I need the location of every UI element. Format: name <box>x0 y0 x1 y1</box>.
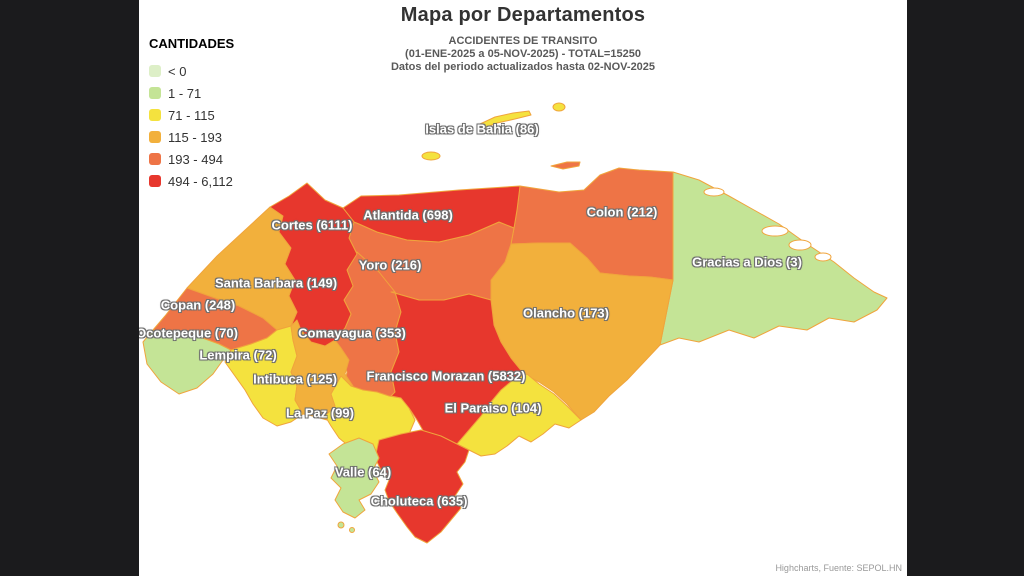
legend-label: 71 - 115 <box>168 107 215 123</box>
region-cortes[interactable] <box>269 182 358 347</box>
legend-item-5[interactable]: 494 - 6,112 <box>149 170 234 192</box>
legend-swatch <box>149 109 161 121</box>
legend-label: < 0 <box>168 63 187 79</box>
legend-item-4[interactable]: 193 - 494 <box>149 148 234 170</box>
lagoon <box>761 225 789 237</box>
region-label-intibuca: Intibuca (125) <box>253 371 337 387</box>
subtitle-line-3: Datos del periodo actualizados hasta 02-… <box>390 61 656 73</box>
region-atlantida[interactable] <box>342 185 521 243</box>
subtitle-line-1: ACCIDENTES DE TRANSITO <box>448 35 598 47</box>
region-label-valle: Valle (64) <box>334 464 392 480</box>
region-colon-cayos[interactable] <box>550 161 581 170</box>
legend-item-1[interactable]: 1 - 71 <box>149 82 234 104</box>
region-label-choluteca: Choluteca (635) <box>370 493 468 509</box>
lagoon <box>814 252 832 262</box>
chart-panel: Mapa por Departamentos ACCIDENTES DE TRA… <box>139 0 907 576</box>
legend-item-3[interactable]: 115 - 193 <box>149 126 234 148</box>
region-valle-island[interactable] <box>337 521 345 529</box>
region-valle[interactable] <box>328 437 380 519</box>
region-label-santa-barbara: Santa Barbara (149) <box>214 275 338 291</box>
region-label-lempira: Lempira (72) <box>199 347 277 363</box>
region-islas-de-bahia-utila[interactable] <box>421 151 441 161</box>
region-label-comayagua: Comayagua (353) <box>298 325 406 341</box>
region-el-paraiso[interactable] <box>456 373 582 457</box>
legend-swatch <box>149 65 161 77</box>
region-label-cortes: Cortes (6111) <box>271 217 353 233</box>
lagoon <box>703 187 725 197</box>
region-choluteca[interactable] <box>374 429 470 544</box>
legend-item-2[interactable]: 71 - 115 <box>149 104 234 126</box>
region-label-olancho: Olancho (173) <box>523 305 609 321</box>
region-label-yoro: Yoro (216) <box>358 257 422 273</box>
lagoon <box>788 239 812 251</box>
region-ocotepeque[interactable] <box>142 329 232 395</box>
legend-label: 1 - 71 <box>168 85 202 101</box>
chart-subtitle: ACCIDENTES DE TRANSITO (01-ENE-2025 a 05… <box>139 35 907 74</box>
legend-label: 115 - 193 <box>168 129 222 145</box>
legend-swatch <box>149 131 161 143</box>
region-label-el-paraiso: El Paraiso (104) <box>444 400 542 416</box>
legend: CANTIDADES < 0 1 - 71 71 - 115 115 - 193 193… <box>149 36 234 192</box>
legend-item-0[interactable]: < 0 <box>149 60 234 82</box>
region-islas-de-bahia-guanaja[interactable] <box>552 102 566 112</box>
region-label-atlantida: Atlantida (698) <box>363 207 453 223</box>
legend-label: 193 - 494 <box>168 151 223 167</box>
subtitle-line-2: (01-ENE-2025 a 05-NOV-2025) - TOTAL=1525… <box>405 48 641 60</box>
region-valle-island[interactable] <box>349 527 355 533</box>
legend-swatch <box>149 175 161 187</box>
region-label-gracias-a-dios: Gracias a Dios (3) <box>692 254 802 270</box>
legend-label: 494 - 6,112 <box>168 173 233 189</box>
region-islas-de-bahia-roatan[interactable] <box>479 110 532 129</box>
legend-items: < 0 1 - 71 71 - 115 115 - 193 193 - 494 494 -… <box>149 60 234 192</box>
region-label-ocotepeque: Ocotepeque (70) <box>139 325 238 341</box>
region-label-la-paz: La Paz (99) <box>286 405 354 421</box>
region-label-colon: Colon (212) <box>586 204 658 220</box>
legend-swatch <box>149 153 161 165</box>
region-label-francisco-morazan: Francisco Morazan (5832) <box>366 368 526 384</box>
credits-link[interactable]: Highcharts, Fuente: SEPOL.HN <box>775 563 902 573</box>
region-label-islas-de-bahia: Islas de Bahia (86) <box>425 121 539 137</box>
chart-title: Mapa por Departamentos <box>400 4 646 26</box>
legend-swatch <box>149 87 161 99</box>
honduras-map-canvas <box>142 102 888 544</box>
region-label-copan: Copan (248) <box>160 297 236 313</box>
legend-title: CANTIDADES <box>149 36 235 51</box>
